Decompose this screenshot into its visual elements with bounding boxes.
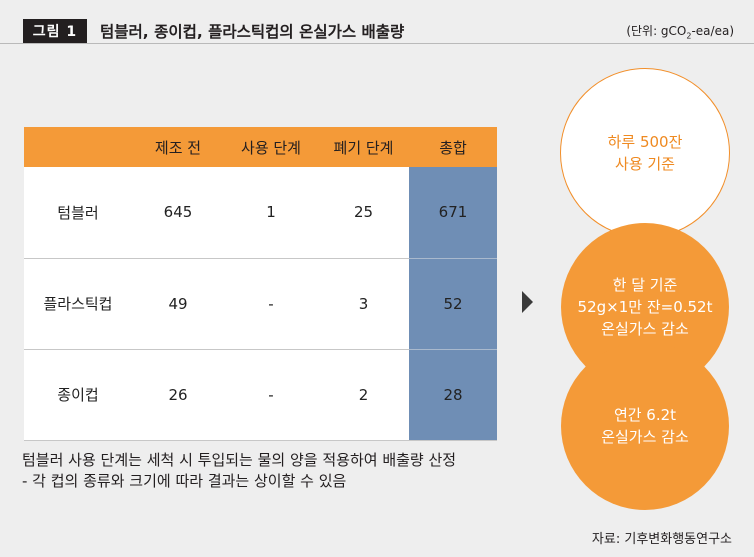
column-header-pre: 제조 전 bbox=[132, 127, 224, 167]
column-header-use: 사용 단계 bbox=[224, 127, 318, 167]
row-name: 종이컵 bbox=[24, 349, 132, 441]
footnote-line-1: 텀블러 사용 단계는 세척 시 투입되는 물의 양을 적용하여 배출량 산정 bbox=[22, 451, 457, 469]
circle-line: 하루 500잔 bbox=[607, 133, 683, 151]
cell-total: 671 bbox=[409, 167, 497, 259]
source-credit: 자료: 기후변화행동연구소 bbox=[591, 532, 732, 547]
unit-label: (단위: gCO2-ea/ea) bbox=[626, 22, 734, 40]
circle-line: 한 달 기준 bbox=[612, 276, 678, 294]
circle-line: 52g×1만 잔=0.52t bbox=[577, 298, 713, 316]
circle-line: 온실가스 감소 bbox=[601, 428, 689, 446]
column-header-disposal: 폐기 단계 bbox=[318, 127, 409, 167]
cell-use: 1 bbox=[224, 167, 318, 259]
column-header-total: 총합 bbox=[409, 127, 497, 167]
unit-suffix: -ea/ea) bbox=[691, 24, 734, 38]
footnote: 텀블러 사용 단계는 세척 시 투입되는 물의 양을 적용하여 배출량 산정 -… bbox=[22, 450, 456, 492]
figure-number-badge: 그림 1 bbox=[23, 19, 87, 43]
arrow-right-icon bbox=[522, 291, 533, 313]
table-row: 종이컵 26 - 2 28 bbox=[24, 349, 497, 441]
daily-basis-circle: 하루 500잔 사용 기준 bbox=[560, 68, 730, 238]
cell-use: - bbox=[224, 258, 318, 350]
cell-use: - bbox=[224, 349, 318, 441]
emissions-table: 제조 전 사용 단계 폐기 단계 총합 텀블러 645 1 25 671 플라스… bbox=[24, 127, 497, 441]
row-name: 텀블러 bbox=[24, 167, 132, 259]
cell-pre: 26 bbox=[132, 349, 224, 441]
table-row: 텀블러 645 1 25 671 bbox=[24, 167, 497, 259]
cell-total: 52 bbox=[409, 258, 497, 350]
circle-line: 사용 기준 bbox=[615, 155, 675, 173]
cell-disposal: 2 bbox=[318, 349, 409, 441]
circle-line: 연간 6.2t bbox=[613, 406, 677, 424]
figure-title: 텀블러, 종이컵, 플라스틱컵의 온실가스 배출량 bbox=[100, 23, 405, 41]
cell-pre: 49 bbox=[132, 258, 224, 350]
cell-disposal: 3 bbox=[318, 258, 409, 350]
table-header-row: 제조 전 사용 단계 폐기 단계 총합 bbox=[24, 127, 497, 167]
unit-subscript: 2 bbox=[686, 31, 692, 41]
cell-disposal: 25 bbox=[318, 167, 409, 259]
table-row: 플라스틱컵 49 - 3 52 bbox=[24, 258, 497, 350]
footnote-line-2: - 각 컵의 종류와 크기에 따라 결과는 상이할 수 있음 bbox=[22, 472, 347, 490]
row-name: 플라스틱컵 bbox=[24, 258, 132, 350]
cell-pre: 645 bbox=[132, 167, 224, 259]
annual-reduction-circle: 연간 6.2t 온실가스 감소 bbox=[561, 342, 729, 510]
figure-header: 그림 1 텀블러, 종이컵, 플라스틱컵의 온실가스 배출량 (단위: gCO2… bbox=[0, 0, 754, 44]
circle-line: 온실가스 감소 bbox=[601, 320, 689, 338]
unit-prefix: (단위: gCO bbox=[626, 24, 687, 38]
cell-total: 28 bbox=[409, 349, 497, 441]
column-header-item bbox=[24, 127, 132, 167]
